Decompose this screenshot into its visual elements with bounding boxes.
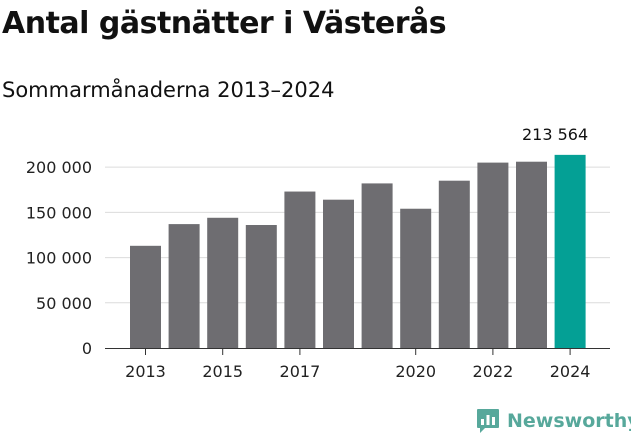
bar-2023 bbox=[516, 161, 547, 348]
bar-2013 bbox=[130, 245, 161, 348]
y-tick-label: 50 000 bbox=[36, 294, 92, 313]
x-tick-label: 2022 bbox=[473, 362, 514, 381]
annotations: 213 564 bbox=[522, 125, 588, 144]
y-tick-label: 200 000 bbox=[26, 158, 92, 177]
bar-2016 bbox=[245, 225, 277, 348]
data-label: 213 564 bbox=[522, 125, 588, 144]
bar-2024 bbox=[554, 154, 586, 348]
x-tick-label: 2017 bbox=[280, 362, 321, 381]
brand: Newsworthy bbox=[476, 408, 631, 434]
y-axis-ticks: 0 50 000 100 000 150 000 200 000 bbox=[26, 158, 92, 358]
x-axis: 2013 2015 2017 2020 2022 2024 bbox=[105, 348, 610, 381]
bar-2019 bbox=[361, 183, 393, 348]
x-tick-label: 2015 bbox=[202, 362, 243, 381]
bar-2022 bbox=[477, 162, 509, 348]
chart-subtitle: Sommarmånaderna 2013–2024 bbox=[2, 78, 335, 102]
newsworthy-logo-icon bbox=[477, 409, 499, 433]
y-tick-label: 0 bbox=[82, 339, 92, 358]
y-tick-label: 100 000 bbox=[26, 249, 92, 268]
bars bbox=[130, 154, 586, 348]
x-tick-label: 2013 bbox=[125, 362, 166, 381]
y-tick-label: 150 000 bbox=[26, 203, 92, 222]
x-tick-label: 2020 bbox=[395, 362, 436, 381]
x-tick-label: 2024 bbox=[550, 362, 591, 381]
chart-title: Antal gästnätter i Västerås bbox=[2, 6, 447, 41]
bar-2018 bbox=[323, 199, 354, 348]
bar-2014 bbox=[168, 224, 200, 348]
bar-2021 bbox=[438, 180, 470, 348]
bar-2017 bbox=[284, 191, 316, 348]
bar-2020 bbox=[400, 208, 432, 348]
brand-name: Newsworthy bbox=[507, 410, 631, 432]
bar-2015 bbox=[207, 217, 239, 348]
